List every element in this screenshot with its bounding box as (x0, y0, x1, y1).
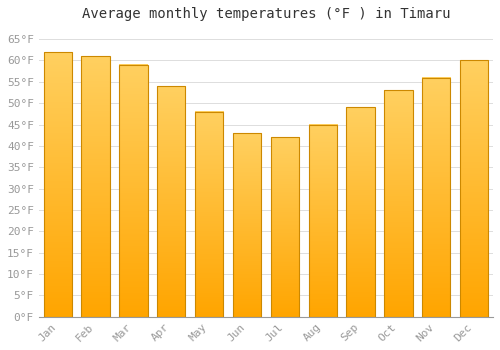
Bar (270, 137, 299, 317)
Bar (422, 78, 450, 317)
Title: Average monthly temperatures (°F ) in Timaru: Average monthly temperatures (°F ) in Ti… (82, 7, 450, 21)
Bar (82, 56, 110, 317)
Bar (346, 107, 375, 317)
Bar (119, 65, 148, 317)
Bar (308, 125, 337, 317)
Bar (44, 52, 72, 317)
Bar (460, 61, 488, 317)
Bar (233, 133, 261, 317)
Bar (384, 90, 412, 317)
Bar (195, 112, 224, 317)
Bar (157, 86, 186, 317)
